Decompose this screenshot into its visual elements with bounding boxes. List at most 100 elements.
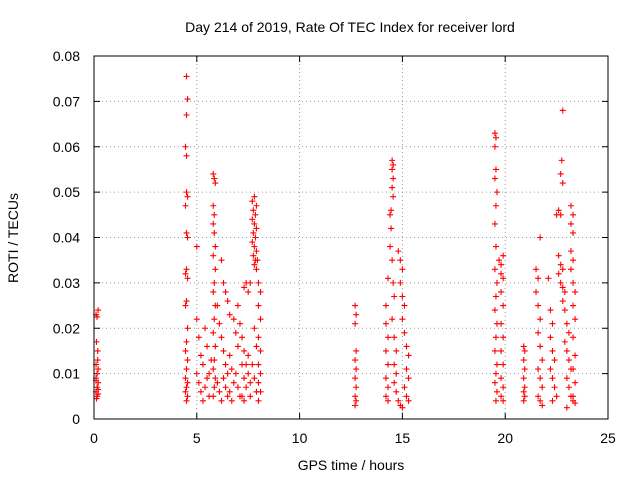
data-point [183,384,190,391]
data-point [182,143,189,150]
data-point [401,329,408,336]
data-point [539,402,546,409]
x-tick-label: 25 [600,430,616,446]
data-point [251,220,258,227]
data-point [239,393,246,400]
data-point [95,386,102,393]
data-point [255,379,262,386]
data-point [498,270,505,277]
grid-lines [94,56,608,419]
data-point [496,257,503,264]
data-point [210,220,217,227]
data-point [247,393,254,400]
data-point [563,347,570,354]
data-point [202,384,209,391]
data-point [385,384,392,391]
data-point [184,193,191,200]
data-point [251,193,258,200]
data-point [570,279,577,286]
data-point [94,357,101,364]
x-tick-label: 10 [292,430,308,446]
data-point [251,243,258,250]
data-point [95,307,102,314]
data-point [193,243,200,250]
data-point [570,257,577,264]
data-point [547,366,554,373]
data-point [182,302,189,309]
data-point [390,161,397,168]
data-point [243,384,250,391]
axis-ticks: 0 5 10 15 20 25 0 0.01 0.02 0.03 0.04 0.05 0.06 0.07 0… [53,48,616,446]
data-point [572,352,579,359]
data-point [353,347,360,354]
data-point [211,211,218,218]
data-point [492,397,499,404]
data-point [222,288,229,295]
data-point [537,343,544,350]
data-point [399,404,406,411]
data-point [182,347,189,354]
data-point [216,320,223,327]
data-point [243,361,250,368]
data-point [491,220,498,227]
data-point [387,211,394,218]
data-point [389,257,396,264]
data-point [220,375,227,382]
data-point [214,379,221,386]
data-point [492,166,499,173]
y-tick-label: 0.04 [53,230,80,246]
x-tick-label: 15 [395,430,411,446]
data-point [500,361,507,368]
data-point [572,379,579,386]
data-point [563,320,570,327]
data-point [257,370,264,377]
data-point [547,307,554,314]
data-point [216,388,223,395]
data-point [551,357,558,364]
data-point [558,157,565,164]
data-point [535,366,542,373]
data-point [500,384,507,391]
x-tick-label: 20 [497,430,513,446]
data-point [545,275,552,282]
data-point [391,379,398,386]
data-point [382,320,389,327]
data-point [547,334,554,341]
data-point [230,379,237,386]
data-point [182,388,189,395]
data-point [500,302,507,309]
y-tick-label: 0.06 [53,139,80,155]
data-point [391,293,398,300]
data-point [520,397,527,404]
data-point [537,375,544,382]
data-point [184,275,191,282]
data-point [184,96,191,103]
data-point [250,229,257,236]
data-point [567,202,574,209]
data-point [491,347,498,354]
data-point [382,347,389,354]
data-point [572,316,579,323]
data-point [492,334,499,341]
data-point [210,252,217,259]
data-point [211,175,218,182]
data-point [382,375,389,382]
data-point [210,202,217,209]
data-point [193,316,200,323]
data-point [253,202,260,209]
data-point [212,180,219,187]
data-point [251,375,258,382]
data-point [184,393,191,400]
data-point [184,379,191,386]
data-point [252,234,259,241]
data-point [399,316,406,323]
data-point [559,298,566,305]
data-point [570,334,577,341]
plot-frame [93,55,609,420]
data-point [500,275,507,282]
data-point [498,347,505,354]
data-point [212,243,219,250]
data-point [382,393,389,400]
data-point [210,170,217,177]
